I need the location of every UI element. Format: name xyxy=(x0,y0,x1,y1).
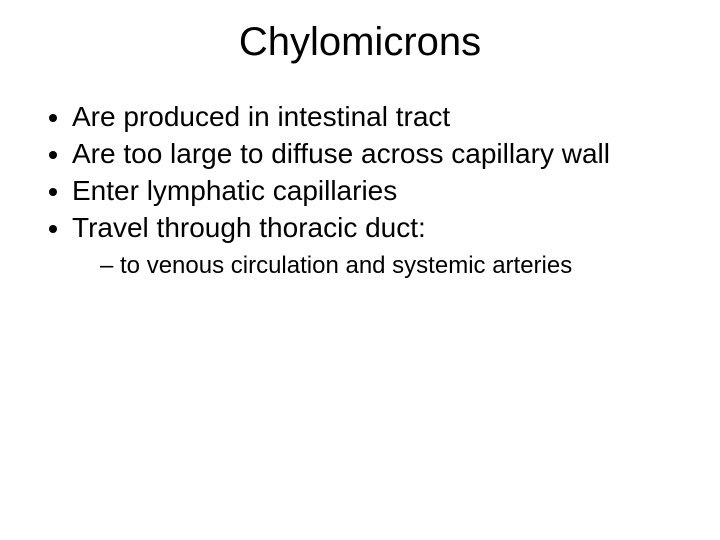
bullet-list: Are produced in intestinal tract Are too… xyxy=(30,99,690,281)
slide: Chylomicrons Are produced in intestinal … xyxy=(0,0,720,540)
sub-bullet-list: to venous circulation and systemic arter… xyxy=(72,251,690,281)
list-item: Are produced in intestinal tract xyxy=(72,99,690,134)
sub-list-item: to venous circulation and systemic arter… xyxy=(100,251,690,281)
list-item: Enter lymphatic capillaries xyxy=(72,173,690,208)
list-item: Travel through thoracic duct: to venous … xyxy=(72,210,690,281)
slide-title: Chylomicrons xyxy=(30,20,690,65)
list-item: Are too large to diffuse across capillar… xyxy=(72,136,690,171)
list-item-text: Travel through thoracic duct: xyxy=(72,212,426,243)
